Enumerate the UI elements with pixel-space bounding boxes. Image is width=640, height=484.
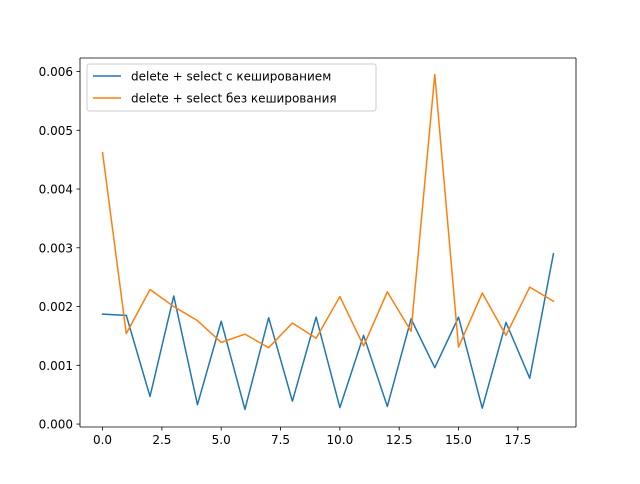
x-tick-label: 10.0 (327, 433, 354, 447)
plot-area (80, 58, 576, 427)
y-tick-label: 0.006 (39, 65, 73, 79)
y-tick-label: 0.001 (39, 359, 73, 373)
x-tick-label: 12.5 (386, 433, 413, 447)
y-tick-label: 0.000 (39, 418, 73, 432)
y-tick-label: 0.005 (39, 124, 73, 138)
plot-background (80, 58, 576, 427)
legend-box (86, 63, 377, 112)
y-tick-label: 0.003 (39, 241, 73, 255)
x-tick-label: 7.5 (271, 433, 290, 447)
y-tick-label: 0.002 (39, 300, 73, 314)
x-axis: 0.0 2.5 5.0 7.5 10.0 12.5 15.0 17.5 (93, 427, 531, 447)
x-tick-label: 0.0 (93, 433, 112, 447)
y-axis: 0.000 0.001 0.002 0.003 0.004 0.005 0.006 (39, 65, 80, 432)
series-layer (101, 73, 555, 411)
x-tick-label: 2.5 (152, 433, 171, 447)
x-tick-label: 17.5 (504, 433, 531, 447)
series-line-2 (101, 73, 555, 349)
legend: delete + select с кешированием delete + s… (86, 63, 377, 112)
x-tick-label: 15.0 (445, 433, 472, 447)
legend-label-1: delete + select с кешированием (131, 70, 331, 84)
x-tick-label: 5.0 (212, 433, 231, 447)
series-line-1 (101, 252, 555, 411)
legend-label-2: delete + select без кеширования (131, 92, 337, 106)
y-tick-label: 0.004 (39, 183, 73, 197)
